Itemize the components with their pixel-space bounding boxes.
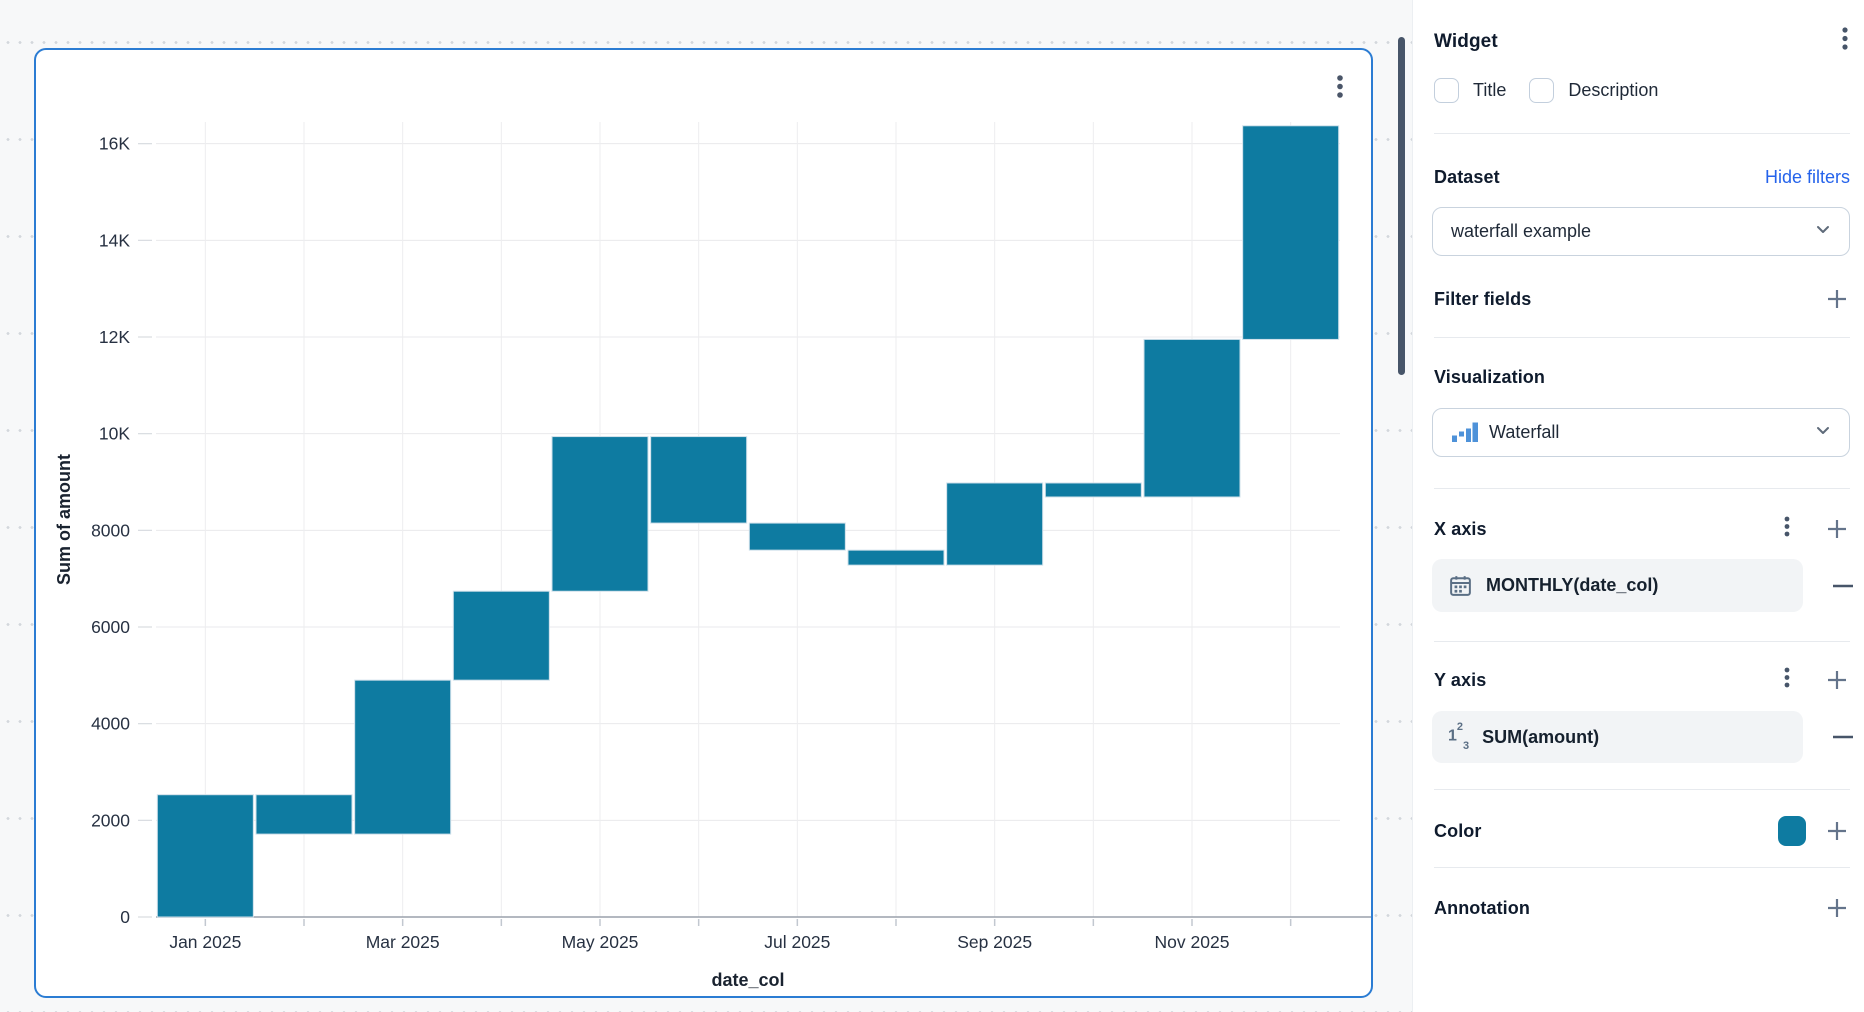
- y-tick-label: 8000: [91, 520, 130, 540]
- waterfall-bar[interactable]: [1143, 338, 1241, 498]
- waterfall-bar[interactable]: [452, 590, 550, 681]
- y-tick-label: 6000: [91, 617, 130, 637]
- title-checkbox-label: Title: [1473, 79, 1507, 100]
- waterfall-widget-card[interactable]: 0 2000 4000 6000 8000 10K 12K 14K 16K Jan 2025 Mar…: [34, 48, 1374, 998]
- y-tick-label: 2000: [91, 810, 130, 830]
- visualization-heading: Visualization: [1434, 366, 1545, 387]
- add-filter-icon[interactable]: [1824, 286, 1850, 312]
- x-tick-label: May 2025: [562, 932, 639, 952]
- widget-settings-panel: Widget Title Description Dataset Hide fi…: [1412, 0, 1864, 1012]
- waterfall-bar[interactable]: [946, 482, 1044, 566]
- color-swatch[interactable]: [1778, 816, 1806, 846]
- x-axis-heading: X axis: [1434, 518, 1487, 539]
- annotation-add-icon[interactable]: [1824, 895, 1850, 921]
- waterfall-bar[interactable]: [1242, 125, 1340, 340]
- waterfall-bar[interactable]: [354, 679, 452, 835]
- panel-kebab-icon[interactable]: [1840, 24, 1850, 60]
- waterfall-bar[interactable]: [1044, 482, 1142, 498]
- waterfall-bar[interactable]: [156, 794, 254, 918]
- panel-title: Widget: [1434, 31, 1498, 52]
- dataset-heading: Dataset: [1434, 166, 1500, 187]
- waterfall-bar[interactable]: [551, 436, 649, 592]
- y-tick-label: 16K: [99, 134, 130, 154]
- y-tick-label: 4000: [91, 714, 130, 734]
- description-checkbox[interactable]: [1529, 77, 1555, 103]
- y-axis-add-icon[interactable]: [1824, 667, 1850, 693]
- y-tick-label: 12K: [99, 327, 130, 347]
- x-tick-label: Mar 2025: [366, 932, 440, 952]
- waterfall-bar[interactable]: [255, 794, 353, 835]
- x-axis-remove-icon[interactable]: [1832, 573, 1854, 599]
- canvas-scrollbar[interactable]: [1398, 37, 1405, 375]
- dashboard-canvas: 0 2000 4000 6000 8000 10K 12K 14K 16K Jan 2025 Mar…: [0, 0, 1412, 1012]
- dataset-select[interactable]: waterfall example: [1432, 207, 1850, 256]
- waterfall-bar[interactable]: [847, 549, 945, 566]
- x-axis-add-icon[interactable]: [1824, 516, 1850, 542]
- color-add-icon[interactable]: [1824, 818, 1850, 844]
- y-axis-title: Sum of amount: [54, 454, 74, 585]
- y-axis-heading: Y axis: [1434, 669, 1487, 690]
- title-checkbox[interactable]: [1434, 77, 1459, 103]
- x-tick-label: Sep 2025: [957, 932, 1032, 952]
- chevron-down-icon: [1815, 221, 1831, 242]
- x-tick-label: Jan 2025: [169, 932, 241, 952]
- waterfall-chart: 0 2000 4000 6000 8000 10K 12K 14K 16K Jan 2025 Mar…: [54, 122, 1374, 990]
- color-heading: Color: [1434, 820, 1482, 841]
- annotation-heading: Annotation: [1434, 897, 1530, 918]
- x-axis-kebab-icon[interactable]: [1783, 514, 1791, 544]
- description-checkbox-label: Description: [1568, 79, 1659, 100]
- waterfall-bar[interactable]: [748, 522, 846, 551]
- waterfall-viz-icon: [1451, 420, 1478, 446]
- calendar-icon: [1448, 573, 1473, 598]
- y-tick-label: 14K: [99, 230, 130, 250]
- y-axis-remove-icon[interactable]: [1832, 724, 1854, 750]
- hide-filters-link[interactable]: Hide filters: [1764, 166, 1850, 187]
- waterfall-bar[interactable]: [650, 436, 748, 524]
- filter-fields-heading: Filter fields: [1434, 288, 1532, 309]
- x-axis-title: date_col: [711, 970, 784, 990]
- y-tick-label: 0: [120, 907, 130, 927]
- chevron-down-icon: [1815, 422, 1831, 443]
- y-axis-kebab-icon[interactable]: [1783, 665, 1791, 695]
- x-axis-field-label: MONTHLY(date_col): [1486, 575, 1659, 595]
- y-axis-field-chip[interactable]: 123 SUM(amount): [1432, 711, 1803, 763]
- y-tick-label: 10K: [99, 424, 130, 444]
- x-axis-field-chip[interactable]: MONTHLY(date_col): [1432, 559, 1803, 612]
- x-tick-label: Nov 2025: [1155, 932, 1230, 952]
- y-axis-field-label: SUM(amount): [1482, 726, 1600, 747]
- number-field-icon: 123: [1448, 721, 1470, 752]
- widget-kebab-icon[interactable]: [1335, 73, 1345, 111]
- visualization-selected-value: Waterfall: [1489, 422, 1560, 442]
- visualization-select[interactable]: Waterfall: [1432, 408, 1850, 457]
- dataset-selected-value: waterfall example: [1451, 221, 1592, 241]
- x-tick-label: Jul 2025: [764, 932, 830, 952]
